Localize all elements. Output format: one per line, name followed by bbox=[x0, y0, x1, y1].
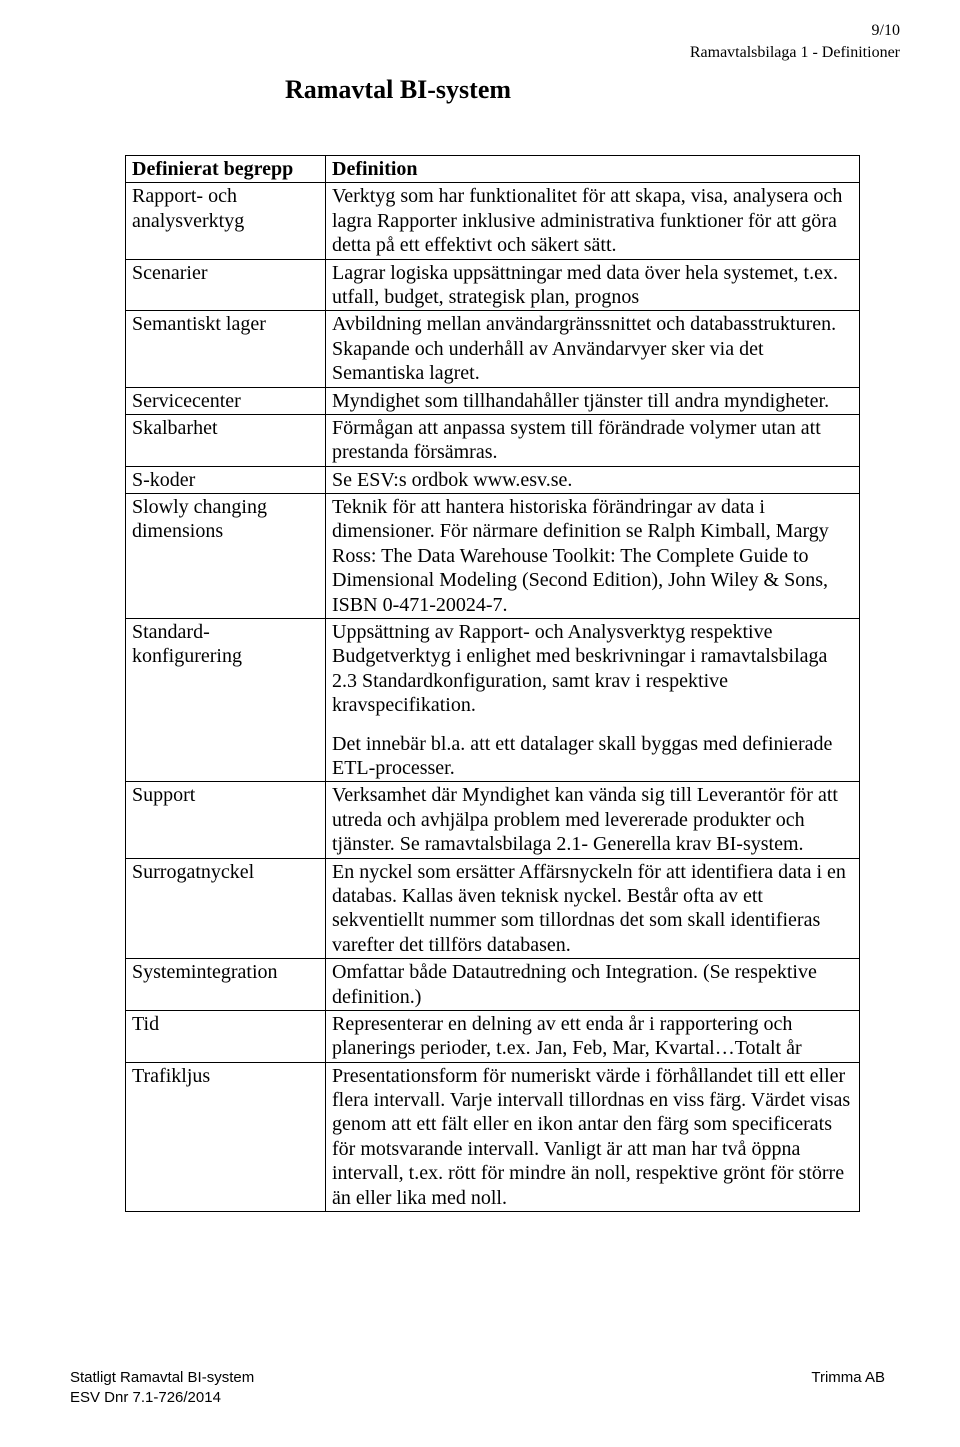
table-row: SupportVerksamhet där Myndighet kan vänd… bbox=[126, 782, 860, 858]
term-cell: Semantiskt lager bbox=[126, 311, 326, 387]
definition-paragraph: Presentationsform för numeriskt värde i … bbox=[332, 1064, 853, 1210]
term-cell: Tid bbox=[126, 1010, 326, 1062]
definition-cell: En nyckel som ersätter Affärsnyckeln för… bbox=[326, 858, 860, 959]
table-row: TrafikljusPresentationsform för numerisk… bbox=[126, 1062, 860, 1211]
term-cell: Surrogatnyckel bbox=[126, 858, 326, 959]
col-header-term: Definierat begrepp bbox=[126, 156, 326, 183]
page-header-right: 9/10 Ramavtalsbilaga 1 - Definitioner bbox=[690, 20, 900, 65]
term-cell: Skalbarhet bbox=[126, 414, 326, 466]
definition-paragraph: Uppsättning av Rapport- och Analysverkty… bbox=[332, 620, 853, 718]
table-row: ScenarierLagrar logiska uppsättningar me… bbox=[126, 259, 860, 311]
table-row: SkalbarhetFörmågan att anpassa system ti… bbox=[126, 414, 860, 466]
definition-paragraph: Se ESV:s ordbok www.esv.se. bbox=[332, 468, 853, 492]
table-row: Rapport- och analysverktygVerktyg som ha… bbox=[126, 183, 860, 259]
footer-left-2: ESV Dnr 7.1-726/2014 bbox=[70, 1389, 221, 1406]
definition-cell: Verktyg som har funktionalitet för att s… bbox=[326, 183, 860, 259]
definition-paragraph: Representerar en delning av ett enda år … bbox=[332, 1012, 853, 1061]
table-row: Slowly changing dimensionsTeknik för att… bbox=[126, 494, 860, 619]
table-row: SystemintegrationOmfattar både Datautred… bbox=[126, 959, 860, 1011]
term-cell: Standard-konfigurering bbox=[126, 619, 326, 782]
definition-cell: Verksamhet där Myndighet kan vända sig t… bbox=[326, 782, 860, 858]
definition-cell: Representerar en delning av ett enda år … bbox=[326, 1010, 860, 1062]
definition-paragraph: Avbildning mellan användargränssnittet o… bbox=[332, 312, 853, 385]
term-cell: Slowly changing dimensions bbox=[126, 494, 326, 619]
definition-cell: Förmågan att anpassa system till förändr… bbox=[326, 414, 860, 466]
page-footer: Statligt Ramavtal BI-system Trimma AB ES… bbox=[70, 1368, 885, 1407]
table-row: S-koderSe ESV:s ordbok www.esv.se. bbox=[126, 466, 860, 493]
document-title: Ramavtal BI-system bbox=[285, 75, 860, 105]
definition-paragraph: Förmågan att anpassa system till förändr… bbox=[332, 416, 853, 465]
definition-paragraph: Teknik för att hantera historiska föränd… bbox=[332, 495, 853, 617]
page: 9/10 Ramavtalsbilaga 1 - Definitioner Ra… bbox=[0, 0, 960, 1447]
term-cell: Systemintegration bbox=[126, 959, 326, 1011]
definition-paragraph: Omfattar både Datautredning och Integrat… bbox=[332, 960, 853, 1009]
definition-cell: Teknik för att hantera historiska föränd… bbox=[326, 494, 860, 619]
definition-cell: Lagrar logiska uppsättningar med data öv… bbox=[326, 259, 860, 311]
table-row: ServicecenterMyndighet som tillhandahåll… bbox=[126, 387, 860, 414]
col-header-def: Definition bbox=[326, 156, 860, 183]
definition-cell: Avbildning mellan användargränssnittet o… bbox=[326, 311, 860, 387]
page-number: 9/10 bbox=[690, 20, 900, 42]
definition-paragraph: En nyckel som ersätter Affärsnyckeln för… bbox=[332, 860, 853, 958]
term-cell: Servicecenter bbox=[126, 387, 326, 414]
table-row: Standard-konfigureringUppsättning av Rap… bbox=[126, 619, 860, 782]
term-cell: Support bbox=[126, 782, 326, 858]
table-row: Semantiskt lagerAvbildning mellan använd… bbox=[126, 311, 860, 387]
definition-paragraph: Verktyg som har funktionalitet för att s… bbox=[332, 184, 853, 257]
definition-paragraph: Myndighet som tillhandahåller tjänster t… bbox=[332, 389, 853, 413]
definition-paragraph: Lagrar logiska uppsättningar med data öv… bbox=[332, 261, 853, 310]
term-cell: S-koder bbox=[126, 466, 326, 493]
definitions-table: Definierat begrepp Definition Rapport- o… bbox=[125, 155, 860, 1212]
footer-right: Trimma AB bbox=[811, 1368, 885, 1388]
term-cell: Scenarier bbox=[126, 259, 326, 311]
definition-cell: Omfattar både Datautredning och Integrat… bbox=[326, 959, 860, 1011]
table-header-row: Definierat begrepp Definition bbox=[126, 156, 860, 183]
definition-cell: Se ESV:s ordbok www.esv.se. bbox=[326, 466, 860, 493]
footer-left-1: Statligt Ramavtal BI-system bbox=[70, 1368, 254, 1388]
table-row: SurrogatnyckelEn nyckel som ersätter Aff… bbox=[126, 858, 860, 959]
definition-paragraph: Verksamhet där Myndighet kan vända sig t… bbox=[332, 783, 853, 856]
header-subtitle: Ramavtalsbilaga 1 - Definitioner bbox=[690, 42, 900, 64]
definition-cell: Myndighet som tillhandahåller tjänster t… bbox=[326, 387, 860, 414]
table-row: TidRepresenterar en delning av ett enda … bbox=[126, 1010, 860, 1062]
definition-paragraph: Det innebär bl.a. att ett datalager skal… bbox=[332, 732, 853, 781]
term-cell: Trafikljus bbox=[126, 1062, 326, 1211]
definition-cell: Uppsättning av Rapport- och Analysverkty… bbox=[326, 619, 860, 782]
term-cell: Rapport- och analysverktyg bbox=[126, 183, 326, 259]
definition-cell: Presentationsform för numeriskt värde i … bbox=[326, 1062, 860, 1211]
